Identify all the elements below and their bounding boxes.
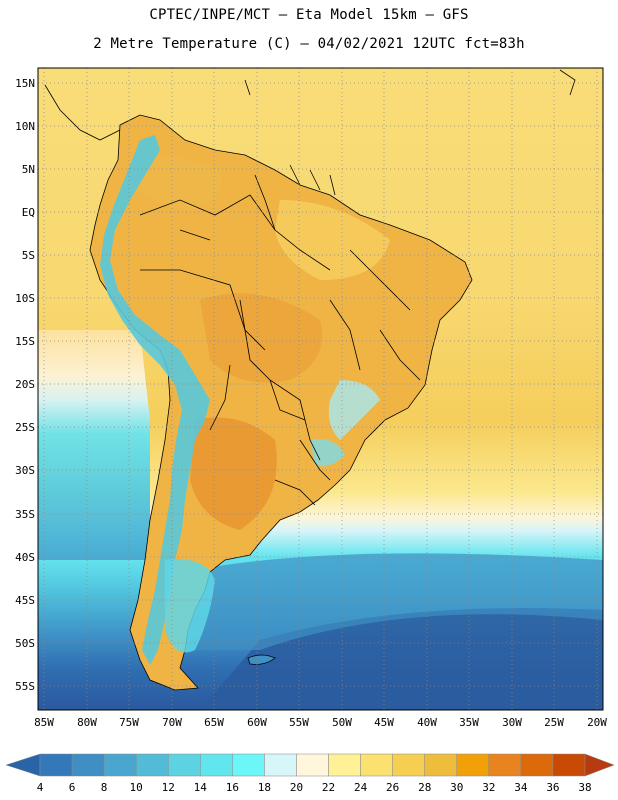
- hot-interior-patch: [200, 293, 322, 383]
- lat-label: 5N: [22, 163, 35, 176]
- temperature-map: 15N 10N 5N EQ 5S 10S 15S 20S 25S 30S 35S…: [15, 67, 607, 729]
- color-scale-label: 6: [69, 781, 76, 794]
- lon-label: 30W: [502, 716, 522, 729]
- caribbean-coast: [44, 69, 576, 141]
- color-scale-box: [264, 753, 297, 777]
- longitude-labels: 85W 80W 75W 70W 65W 60W 55W 50W 45W 40W …: [34, 716, 607, 729]
- lon-label: 80W: [77, 716, 97, 729]
- color-scale-label: 24: [354, 781, 368, 794]
- color-scale-label: 12: [162, 781, 175, 794]
- chart-title-line-2: 2 Metre Temperature (C) – 04/02/2021 12U…: [93, 36, 525, 52]
- color-scale-box: [135, 753, 169, 777]
- color-scale-box: [520, 753, 554, 777]
- color-scale-box: [232, 753, 265, 777]
- lat-label: 35S: [15, 508, 35, 521]
- color-scale-label: 26: [386, 781, 399, 794]
- color-scale-box: [360, 753, 393, 777]
- latitude-labels: 15N 10N 5N EQ 5S 10S 15S 20S 25S 30S 35S…: [15, 77, 35, 693]
- color-scale-box: [552, 753, 586, 777]
- southeast-cool-spot: [328, 380, 380, 440]
- lat-label: 15N: [15, 77, 35, 90]
- north-warm-patch: [130, 156, 222, 210]
- lon-label: 85W: [34, 716, 54, 729]
- color-scale-box: [103, 753, 137, 777]
- color-scale-box: [296, 753, 329, 777]
- serra-cool-spot: [310, 439, 345, 467]
- lon-label: 35W: [459, 716, 479, 729]
- color-scale-label: 38: [578, 781, 591, 794]
- color-scale-labels: 4 6 8 10 12 14 16 18 20 22 24 26 28 30 32 34 36 38: [37, 781, 592, 794]
- lat-label: 15S: [15, 335, 35, 348]
- lat-label: 45S: [15, 594, 35, 607]
- color-scale-box: [456, 753, 490, 777]
- lon-label: 70W: [162, 716, 182, 729]
- color-scale-label: 30: [450, 781, 463, 794]
- andes-cool-ridge: [100, 135, 210, 665]
- color-scale-label: 22: [322, 781, 335, 794]
- color-scale-label: 14: [194, 781, 208, 794]
- lat-label: 5S: [22, 249, 35, 262]
- chart-title-line-1: CPTEC/INPE/MCT – Eta Model 15km – GFS: [149, 7, 469, 23]
- color-scale-label: 34: [514, 781, 528, 794]
- color-scale-arrow-low: [5, 753, 41, 777]
- pacific-cool-region: [38, 330, 150, 560]
- color-scale-box: [71, 753, 105, 777]
- color-scale-label: 28: [418, 781, 431, 794]
- amazon-mild-patch: [275, 200, 390, 280]
- patagonia-cool: [165, 559, 215, 653]
- map-frame: [37, 67, 604, 711]
- color-scale-label: 8: [101, 781, 108, 794]
- lat-label: 40S: [15, 551, 35, 564]
- color-scale-arrow-high: [584, 753, 615, 777]
- lon-label: 25W: [544, 716, 564, 729]
- lat-label: 25S: [15, 421, 35, 434]
- color-scale-label: 18: [258, 781, 271, 794]
- falkland-islands: [247, 654, 276, 665]
- color-scale-bar: 4 6 8 10 12 14 16 18 20 22 24 26 28 30 32 34 36 38: [5, 753, 615, 794]
- lon-label: 55W: [289, 716, 309, 729]
- color-scale-label: 36: [546, 781, 559, 794]
- lon-label: 60W: [247, 716, 267, 729]
- lat-label: 10S: [15, 292, 35, 305]
- chaco-hot-patch: [190, 417, 277, 530]
- country-borders: [139, 164, 421, 506]
- lat-label: 30S: [15, 464, 35, 477]
- color-scale-box: [488, 753, 522, 777]
- color-scale-label: 10: [130, 781, 143, 794]
- lon-label: 75W: [119, 716, 139, 729]
- lon-label: 50W: [332, 716, 352, 729]
- lon-label: 20W: [587, 716, 607, 729]
- color-scale-label: 4: [37, 781, 44, 794]
- lat-label: EQ: [22, 206, 35, 219]
- color-scale-box: [392, 753, 425, 777]
- color-scale-label: 32: [482, 781, 495, 794]
- lat-label: 20S: [15, 378, 35, 391]
- color-scale-box: [39, 753, 73, 777]
- color-scale-box: [424, 753, 458, 777]
- color-scale-label: 20: [290, 781, 303, 794]
- color-scale-label: 16: [226, 781, 239, 794]
- southern-ocean-band: [150, 553, 603, 650]
- color-scale-box: [328, 753, 361, 777]
- lat-label: 50S: [15, 637, 35, 650]
- color-scale-box: [167, 753, 201, 777]
- lon-label: 40W: [417, 716, 437, 729]
- map-field: [38, 68, 603, 710]
- lat-label: 55S: [15, 680, 35, 693]
- lon-label: 65W: [204, 716, 224, 729]
- lon-label: 45W: [374, 716, 394, 729]
- lat-label: 10N: [15, 120, 35, 133]
- color-scale-box: [200, 753, 233, 777]
- color-scale-boxes: [5, 753, 615, 777]
